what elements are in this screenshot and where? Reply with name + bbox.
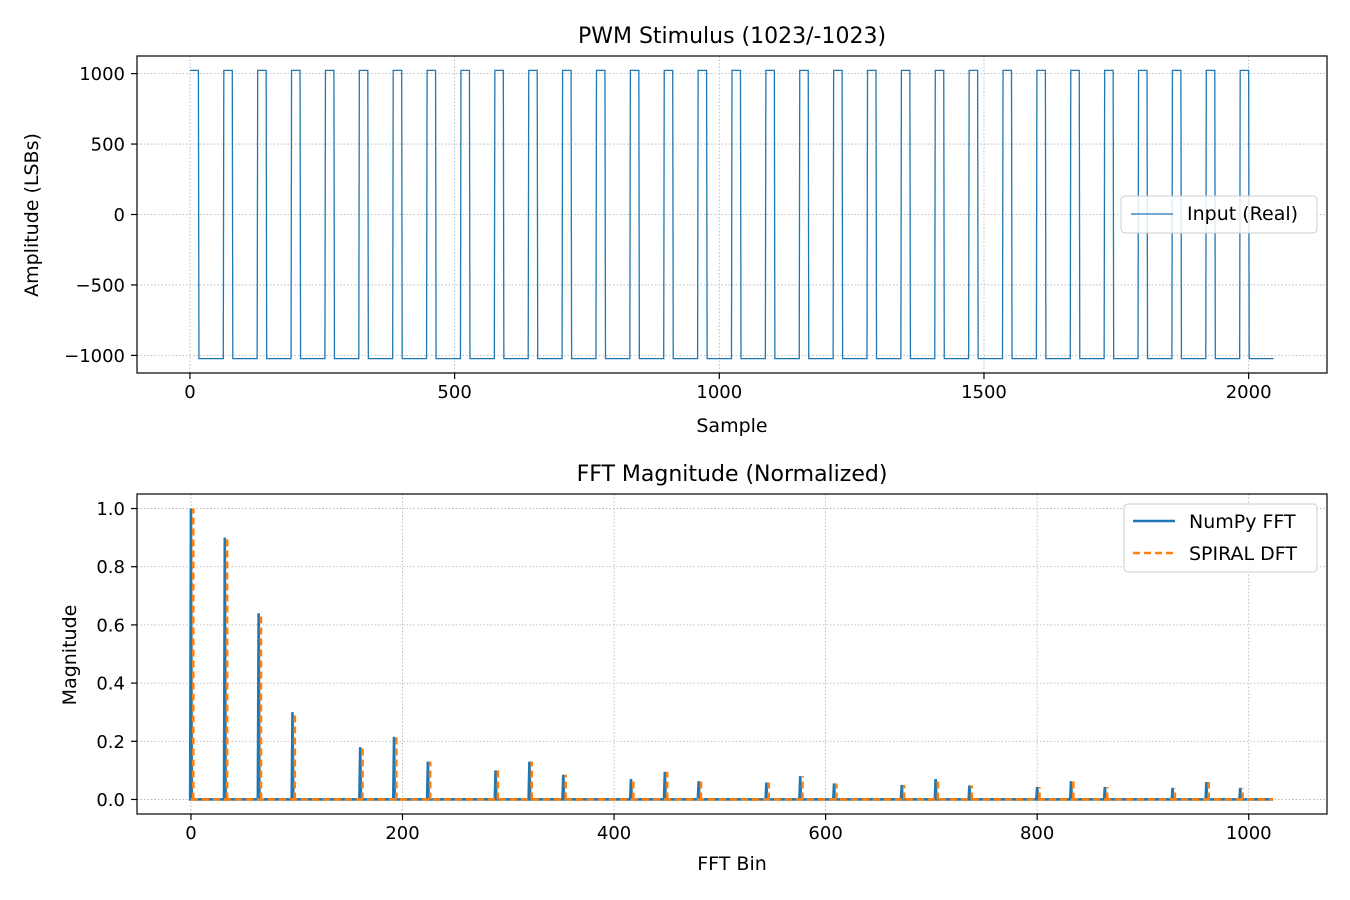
x-tick-label: 200 (385, 823, 419, 844)
legend-input-real-label: Input (Real) (1187, 203, 1298, 225)
y-tick-label: 500 (91, 135, 125, 156)
y-tick-label: 1.0 (96, 499, 125, 520)
y-tick-label: 0 (114, 205, 125, 226)
y-tick-label: 1000 (79, 64, 125, 85)
fft-chart-legend: NumPy FFT SPIRAL DFT (1123, 503, 1318, 573)
x-tick-label: 800 (1020, 823, 1054, 844)
x-tick-label: 0 (185, 823, 196, 844)
fft-chart-title: FFT Magnitude (Normalized) (577, 462, 888, 487)
pwm-chart-xticks: 0 500 1000 1500 2000 (184, 373, 1272, 403)
series-input-real (189, 69, 1274, 360)
x-tick-label: 500 (437, 382, 471, 403)
y-tick-label: 0.0 (96, 790, 125, 811)
x-tick-label: 600 (808, 823, 842, 844)
pwm-chart-xlabel: Sample (696, 415, 767, 437)
fft-chart-frame (136, 493, 1328, 815)
pwm-chart-title: PWM Stimulus (1023/-1023) (578, 24, 886, 49)
x-tick-label: 1500 (961, 382, 1007, 403)
x-tick-label: 2000 (1226, 382, 1272, 403)
pwm-chart-yticks: 1000 500 0 −500 −1000 (64, 64, 137, 367)
fft-chart-xticks: 0 200 400 600 800 1000 (185, 814, 1272, 844)
legend-box (1120, 195, 1318, 234)
y-tick-label: 0.4 (96, 674, 125, 695)
x-tick-label: 0 (184, 382, 195, 403)
x-tick-label: 400 (597, 823, 631, 844)
pwm-chart: PWM Stimulus (1023/-1023) 0 500 1000 1500 20… (21, 24, 1328, 437)
y-tick-label: 0.2 (96, 732, 125, 753)
fft-chart-ylabel: Magnitude (59, 605, 81, 706)
y-tick-label: 0.8 (96, 557, 125, 578)
pwm-chart-ylabel: Amplitude (LSBs) (21, 133, 43, 297)
fft-chart-xlabel: FFT Bin (697, 853, 767, 875)
x-tick-label: 1000 (1226, 823, 1272, 844)
pwm-chart-legend: Input (Real) (1120, 195, 1318, 234)
fft-chart-yticks: 0.0 0.2 0.4 0.6 0.8 1.0 (96, 499, 137, 811)
fft-chart-series (188, 508, 1274, 801)
y-tick-label: 0.6 (96, 615, 125, 636)
legend-numpy-fft-label: NumPy FFT (1189, 511, 1296, 533)
y-tick-label: −1000 (64, 346, 125, 367)
x-tick-label: 1000 (696, 382, 742, 403)
y-tick-label: −500 (76, 275, 125, 296)
fft-chart: FFT Magnitude (Normalized) 0 200 400 600 800… (59, 462, 1328, 875)
legend-spiral-dft-label: SPIRAL DFT (1189, 543, 1297, 565)
pwm-chart-series (189, 69, 1274, 360)
